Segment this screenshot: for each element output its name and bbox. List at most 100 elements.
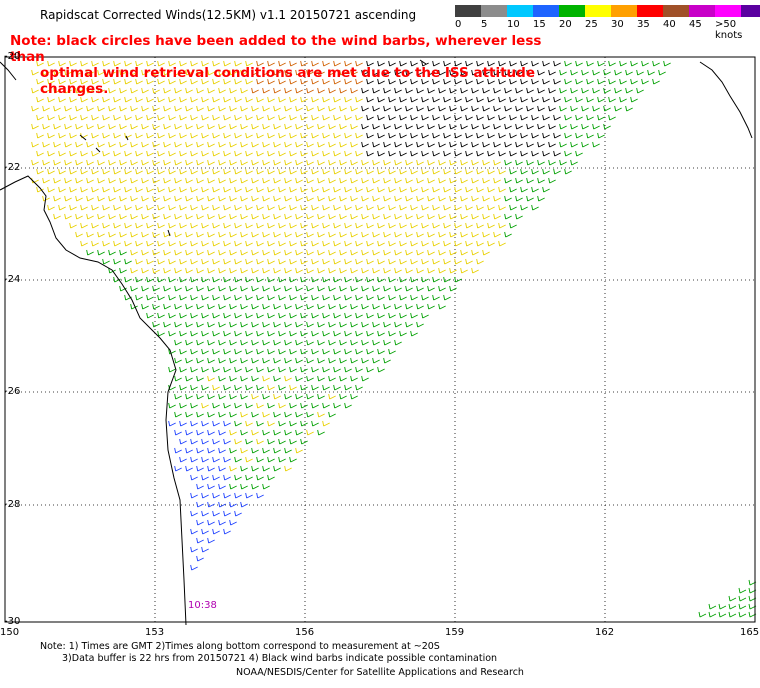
wind-barb [245, 240, 253, 247]
wind-barb [223, 402, 231, 409]
wind-barb [493, 177, 501, 184]
wind-barb [53, 87, 61, 94]
wind-barb [229, 105, 237, 112]
wind-barb [350, 123, 358, 130]
wind-barb [141, 69, 149, 76]
wind-barb [256, 150, 264, 157]
wind-barb [245, 204, 253, 211]
wind-barb [306, 429, 314, 436]
wind-barb [504, 87, 512, 94]
wind-barb [251, 303, 259, 310]
wind-barb [344, 348, 352, 355]
wind-barb [146, 276, 154, 283]
wind-barb [405, 177, 413, 184]
contamination-note: Note: black circles have been added to t… [10, 33, 570, 97]
wind-barb [245, 402, 253, 409]
wind-barb [256, 96, 264, 103]
latitude-label: -22 [4, 162, 21, 173]
wind-barb [328, 357, 336, 364]
wind-barb [201, 186, 209, 193]
wind-barb [295, 177, 303, 184]
legend-label: 10 [507, 19, 520, 30]
wind-barb [146, 186, 154, 193]
wind-barb [559, 87, 567, 94]
wind-barb [196, 411, 204, 418]
wind-barb [130, 69, 138, 76]
wind-barb [207, 177, 215, 184]
wind-barb [295, 429, 303, 436]
wind-barb [295, 231, 303, 238]
wind-barb [295, 249, 303, 256]
wind-barb [141, 177, 149, 184]
wind-barb [174, 429, 182, 436]
wind-barb [548, 177, 556, 184]
wind-barb [190, 348, 198, 355]
wind-barb [289, 258, 297, 265]
wind-barb [652, 60, 660, 67]
wind-barb [366, 114, 374, 121]
wind-barb [443, 96, 451, 103]
wind-barb [256, 348, 264, 355]
wind-barb [339, 339, 347, 346]
wind-barb [185, 177, 193, 184]
wind-barb [350, 177, 358, 184]
wind-barb [284, 195, 292, 202]
wind-barb [196, 195, 204, 202]
note-line-2: optimal wind retrieval conditions are me… [40, 65, 535, 97]
wind-barb [152, 195, 160, 202]
wind-barb [410, 312, 418, 319]
wind-barb [405, 87, 413, 94]
legend-swatch [637, 5, 663, 17]
wind-barb [262, 159, 270, 166]
wind-barb [119, 267, 127, 274]
wind-barb [201, 384, 209, 391]
wind-barb [245, 420, 253, 427]
wind-barb [388, 330, 396, 337]
wind-barb [388, 186, 396, 193]
wind-barb [190, 492, 198, 499]
wind-barb [306, 105, 314, 112]
wind-barb [322, 186, 330, 193]
wind-barb [179, 420, 187, 427]
wind-barb [636, 69, 644, 76]
wind-barb [141, 213, 149, 220]
wind-barb [207, 411, 215, 418]
wind-barb [548, 123, 556, 130]
wind-barb [526, 105, 534, 112]
wind-barb [267, 366, 275, 373]
wind-barb [273, 159, 281, 166]
wind-barb [251, 375, 259, 382]
wind-barb [416, 105, 424, 112]
wind-barb [262, 213, 270, 220]
wind-barb [174, 141, 182, 148]
wind-barb [311, 348, 319, 355]
wind-barb [630, 96, 638, 103]
wind-barb [421, 78, 429, 85]
wind-barb [377, 132, 385, 139]
wind-barb [102, 240, 110, 247]
wind-barb [157, 186, 165, 193]
wind-barb [229, 429, 237, 436]
wind-barb [218, 447, 226, 454]
wind-barb [130, 249, 138, 256]
wind-barb [652, 78, 660, 85]
wind-barb [317, 69, 325, 76]
wind-barb [256, 456, 264, 463]
wind-barb [350, 213, 358, 220]
wind-barb [372, 267, 380, 274]
wind-barb [520, 150, 528, 157]
wind-barb [278, 150, 286, 157]
wind-barb [53, 123, 61, 130]
wind-barb [278, 294, 286, 301]
wind-barb [738, 611, 747, 618]
wind-barb [284, 375, 292, 382]
wind-barb [69, 132, 77, 139]
wind-barb [284, 321, 292, 328]
wind-barb [300, 186, 308, 193]
wind-barb [262, 231, 270, 238]
wind-barb [196, 357, 204, 364]
wind-barb [493, 105, 501, 112]
wind-barb [179, 240, 187, 247]
wind-barb [240, 195, 248, 202]
wind-barb [207, 123, 215, 130]
